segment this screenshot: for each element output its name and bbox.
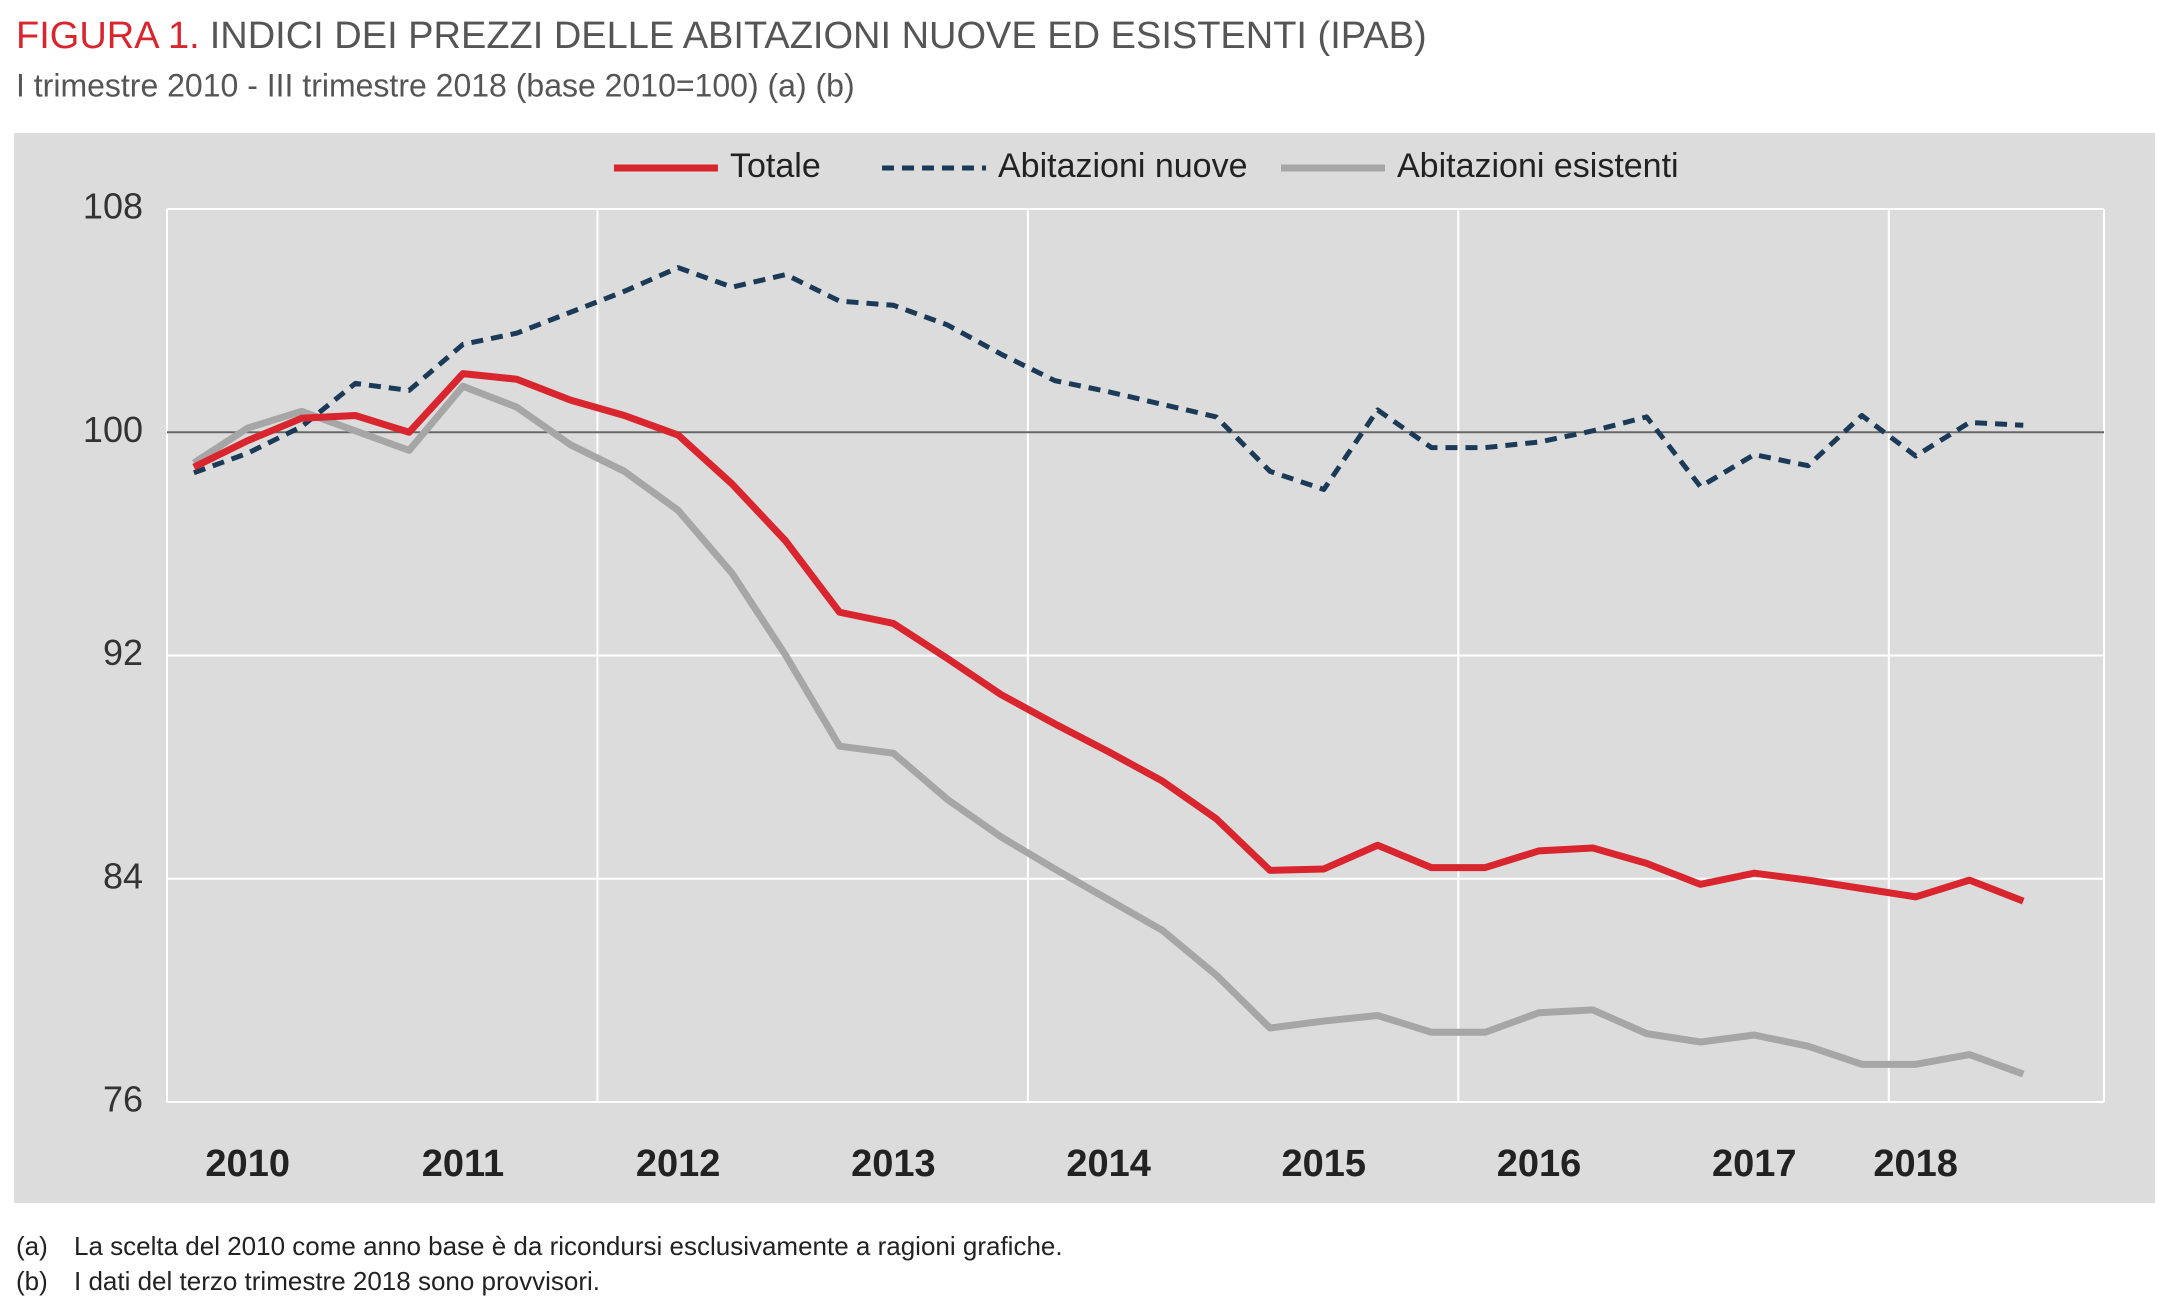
legend-label: Totale xyxy=(730,147,821,185)
series-line xyxy=(193,265,2024,492)
x-tick-label: 2014 xyxy=(1066,1143,1151,1185)
legend-label: Abitazioni esistenti xyxy=(1397,147,1679,185)
note-marker: (a) xyxy=(16,1231,48,1261)
note-text: La scelta del 2010 come anno base è da r… xyxy=(74,1231,1063,1261)
note-text: I dati del terzo trimestre 2018 sono pro… xyxy=(74,1266,600,1296)
x-tick-label: 2010 xyxy=(205,1143,290,1185)
title-prefix: FIGURA 1. xyxy=(16,15,200,57)
title-text: INDICI DEI PREZZI DELLE ABITAZIONI NUOVE… xyxy=(210,15,1427,57)
series-line xyxy=(192,370,2025,905)
legend-label: Abitazioni nuove xyxy=(998,147,1248,185)
chart-subtitle: I trimestre 2010 - III trimestre 2018 (b… xyxy=(16,67,855,103)
plot-panel xyxy=(14,133,2155,1203)
series-line xyxy=(191,382,2025,1078)
y-tick-label: 108 xyxy=(83,186,143,227)
x-tick-label: 2012 xyxy=(636,1143,721,1185)
y-tick-label: 84 xyxy=(103,855,143,896)
y-tick-label: 92 xyxy=(103,632,143,673)
chart-title: FIGURA 1. INDICI DEI PREZZI DELLE ABITAZI… xyxy=(16,15,1427,57)
note-marker: (b) xyxy=(16,1266,48,1296)
x-tick-label: 2011 xyxy=(422,1143,504,1185)
x-tick-label: 2017 xyxy=(1712,1143,1797,1185)
y-tick-label: 76 xyxy=(103,1079,143,1120)
x-tick-label: 2016 xyxy=(1497,1143,1582,1185)
y-tick-label: 100 xyxy=(83,409,143,450)
x-tick-label: 2013 xyxy=(851,1143,936,1185)
x-tick-label: 2015 xyxy=(1282,1143,1367,1185)
x-tick-label: 2018 xyxy=(1873,1143,1958,1185)
